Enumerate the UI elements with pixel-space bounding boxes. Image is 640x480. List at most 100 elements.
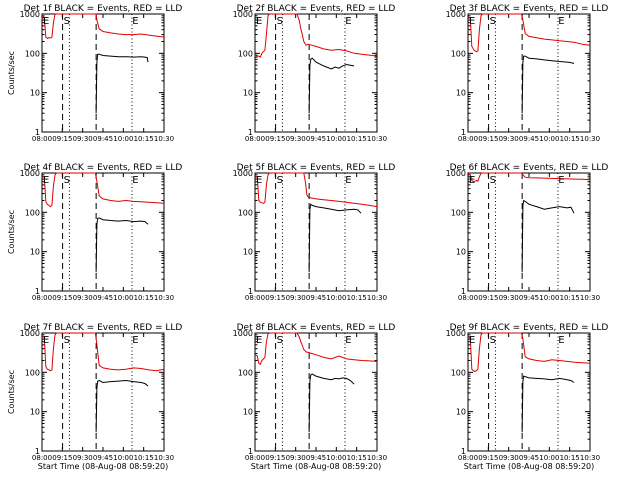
plot-frame bbox=[467, 172, 591, 292]
y-tick-label: 10 bbox=[243, 408, 253, 417]
event-marker-label: E bbox=[43, 335, 49, 346]
x-tick-label: 10:00 bbox=[539, 294, 559, 302]
series-events-line bbox=[521, 375, 575, 433]
x-tick-label: 08:00 bbox=[245, 454, 265, 462]
series-events-line bbox=[95, 53, 149, 114]
x-tick-label: 09:15 bbox=[52, 454, 72, 462]
x-tick-label: 10:15 bbox=[134, 294, 154, 302]
panel-title: Det 8f BLACK = Events, RED = LLD bbox=[237, 323, 396, 333]
y-tick-label: 100 bbox=[238, 49, 253, 58]
x-tick-label: 10:00 bbox=[113, 135, 133, 143]
y-tick-label: 1000 bbox=[20, 169, 40, 178]
y-tick-label: 1000 bbox=[233, 329, 253, 338]
event-marker-label: S bbox=[64, 16, 70, 27]
event-marker-label: E bbox=[132, 335, 138, 346]
event-marker-label: E bbox=[256, 175, 262, 186]
detector-panel-6: Det 6f BLACK = Events, RED = LLD 1 10 100 10… bbox=[446, 163, 609, 302]
event-marker-label: S bbox=[64, 175, 70, 186]
plot-frame bbox=[467, 13, 591, 133]
x-tick-label: 09:30 bbox=[286, 135, 306, 143]
x-tick-label: 09:45 bbox=[306, 454, 326, 462]
event-marker-label: E bbox=[469, 335, 475, 346]
x-tick-label: 09:45 bbox=[93, 454, 113, 462]
detector-panel-1: Det 1f BLACK = Events, RED = LLD 1 10 100 10… bbox=[7, 4, 182, 143]
series-lld-line bbox=[467, 13, 591, 53]
series-events-line bbox=[308, 203, 362, 273]
y-tick-label: 1 bbox=[461, 287, 466, 296]
x-tick-label: 09:15 bbox=[478, 135, 498, 143]
y-tick-label: 1 bbox=[35, 128, 40, 137]
y-tick-label: 10 bbox=[30, 89, 40, 98]
x-tick-label: 08:00 bbox=[32, 135, 52, 143]
x-tick-label: 08:00 bbox=[458, 294, 478, 302]
panel-title: Det 1f BLACK = Events, RED = LLD bbox=[24, 4, 183, 14]
x-tick-label: 10:00 bbox=[539, 454, 559, 462]
panel-title: Det 6f BLACK = Events, RED = LLD bbox=[450, 163, 609, 173]
x-axis-label: Start Time (08-Aug-08 08:59:20) bbox=[464, 462, 595, 471]
x-tick-label: 09:30 bbox=[499, 294, 519, 302]
detector-panel-9: Det 9f BLACK = Events, RED = LLD 1 10 100 10… bbox=[446, 323, 609, 471]
x-tick-label: 08:00 bbox=[245, 135, 265, 143]
y-tick-label: 1 bbox=[461, 447, 466, 456]
event-marker-label: E bbox=[558, 175, 564, 186]
series-lld-line bbox=[41, 172, 165, 208]
x-tick-label: 10:00 bbox=[113, 454, 133, 462]
event-marker-label: S bbox=[490, 175, 496, 186]
x-tick-label: 09:15 bbox=[52, 135, 72, 143]
y-tick-label: 100 bbox=[451, 368, 466, 377]
event-marker-label: S bbox=[490, 335, 496, 346]
event-marker-label: E bbox=[558, 16, 564, 27]
detector-panel-8: Det 8f BLACK = Events, RED = LLD 1 10 100 10… bbox=[233, 323, 396, 471]
x-tick-label: 10:00 bbox=[539, 135, 559, 143]
x-tick-label: 08:00 bbox=[245, 294, 265, 302]
y-tick-label: 100 bbox=[25, 368, 40, 377]
event-marker-label: S bbox=[277, 175, 283, 186]
panel-title: Det 3f BLACK = Events, RED = LLD bbox=[450, 4, 609, 14]
x-tick-label: 09:45 bbox=[306, 294, 326, 302]
x-tick-label: 09:45 bbox=[306, 135, 326, 143]
x-tick-label: 10:15 bbox=[560, 454, 580, 462]
x-tick-label: 09:15 bbox=[265, 135, 285, 143]
series-events-line bbox=[521, 199, 575, 273]
x-tick-label: 10:15 bbox=[347, 294, 367, 302]
event-marker-label: S bbox=[64, 335, 70, 346]
event-marker-label: S bbox=[277, 335, 283, 346]
x-tick-label: 10:15 bbox=[560, 294, 580, 302]
x-tick-label: 10:15 bbox=[134, 135, 154, 143]
series-lld-line bbox=[41, 13, 165, 39]
detector-panel-2: Det 2f BLACK = Events, RED = LLD 1 10 100 10… bbox=[233, 4, 396, 143]
x-tick-label: 10:15 bbox=[134, 454, 154, 462]
x-tick-label: 10:30 bbox=[154, 294, 174, 302]
event-marker-label: S bbox=[277, 16, 283, 27]
series-events-line bbox=[308, 373, 355, 433]
detector-panel-3: Det 3f BLACK = Events, RED = LLD 1 10 100 10… bbox=[446, 4, 609, 143]
panel-title: Det 7f BLACK = Events, RED = LLD bbox=[24, 323, 183, 333]
event-marker-label: S bbox=[490, 16, 496, 27]
plot-frame bbox=[41, 172, 165, 292]
series-events-line bbox=[521, 55, 575, 114]
event-marker-label: E bbox=[345, 175, 351, 186]
y-axis-label: Counts/sec bbox=[7, 370, 16, 414]
detector-panel-5: Det 5f BLACK = Events, RED = LLD 1 10 100 10… bbox=[233, 163, 396, 302]
x-tick-label: 09:45 bbox=[519, 454, 539, 462]
event-marker-label: E bbox=[558, 335, 564, 346]
y-tick-label: 1 bbox=[461, 128, 466, 137]
y-tick-label: 10 bbox=[30, 248, 40, 257]
event-marker-label: E bbox=[43, 16, 49, 27]
x-tick-label: 09:30 bbox=[499, 135, 519, 143]
x-tick-label: 09:30 bbox=[499, 454, 519, 462]
x-tick-label: 09:15 bbox=[478, 454, 498, 462]
x-tick-label: 10:30 bbox=[367, 454, 387, 462]
series-events-line bbox=[308, 57, 355, 114]
panel-title: Det 5f BLACK = Events, RED = LLD bbox=[237, 163, 396, 173]
y-tick-label: 1000 bbox=[446, 329, 466, 338]
y-tick-label: 100 bbox=[25, 49, 40, 58]
x-tick-label: 09:30 bbox=[286, 294, 306, 302]
x-tick-label: 09:45 bbox=[93, 135, 113, 143]
y-tick-label: 10 bbox=[243, 89, 253, 98]
x-tick-label: 09:45 bbox=[93, 294, 113, 302]
x-tick-label: 10:15 bbox=[347, 454, 367, 462]
detector-panel-4: Det 4f BLACK = Events, RED = LLD 1 10 100 10… bbox=[7, 163, 182, 302]
detector-panel-7: Det 7f BLACK = Events, RED = LLD 1 10 100 10… bbox=[7, 323, 182, 471]
